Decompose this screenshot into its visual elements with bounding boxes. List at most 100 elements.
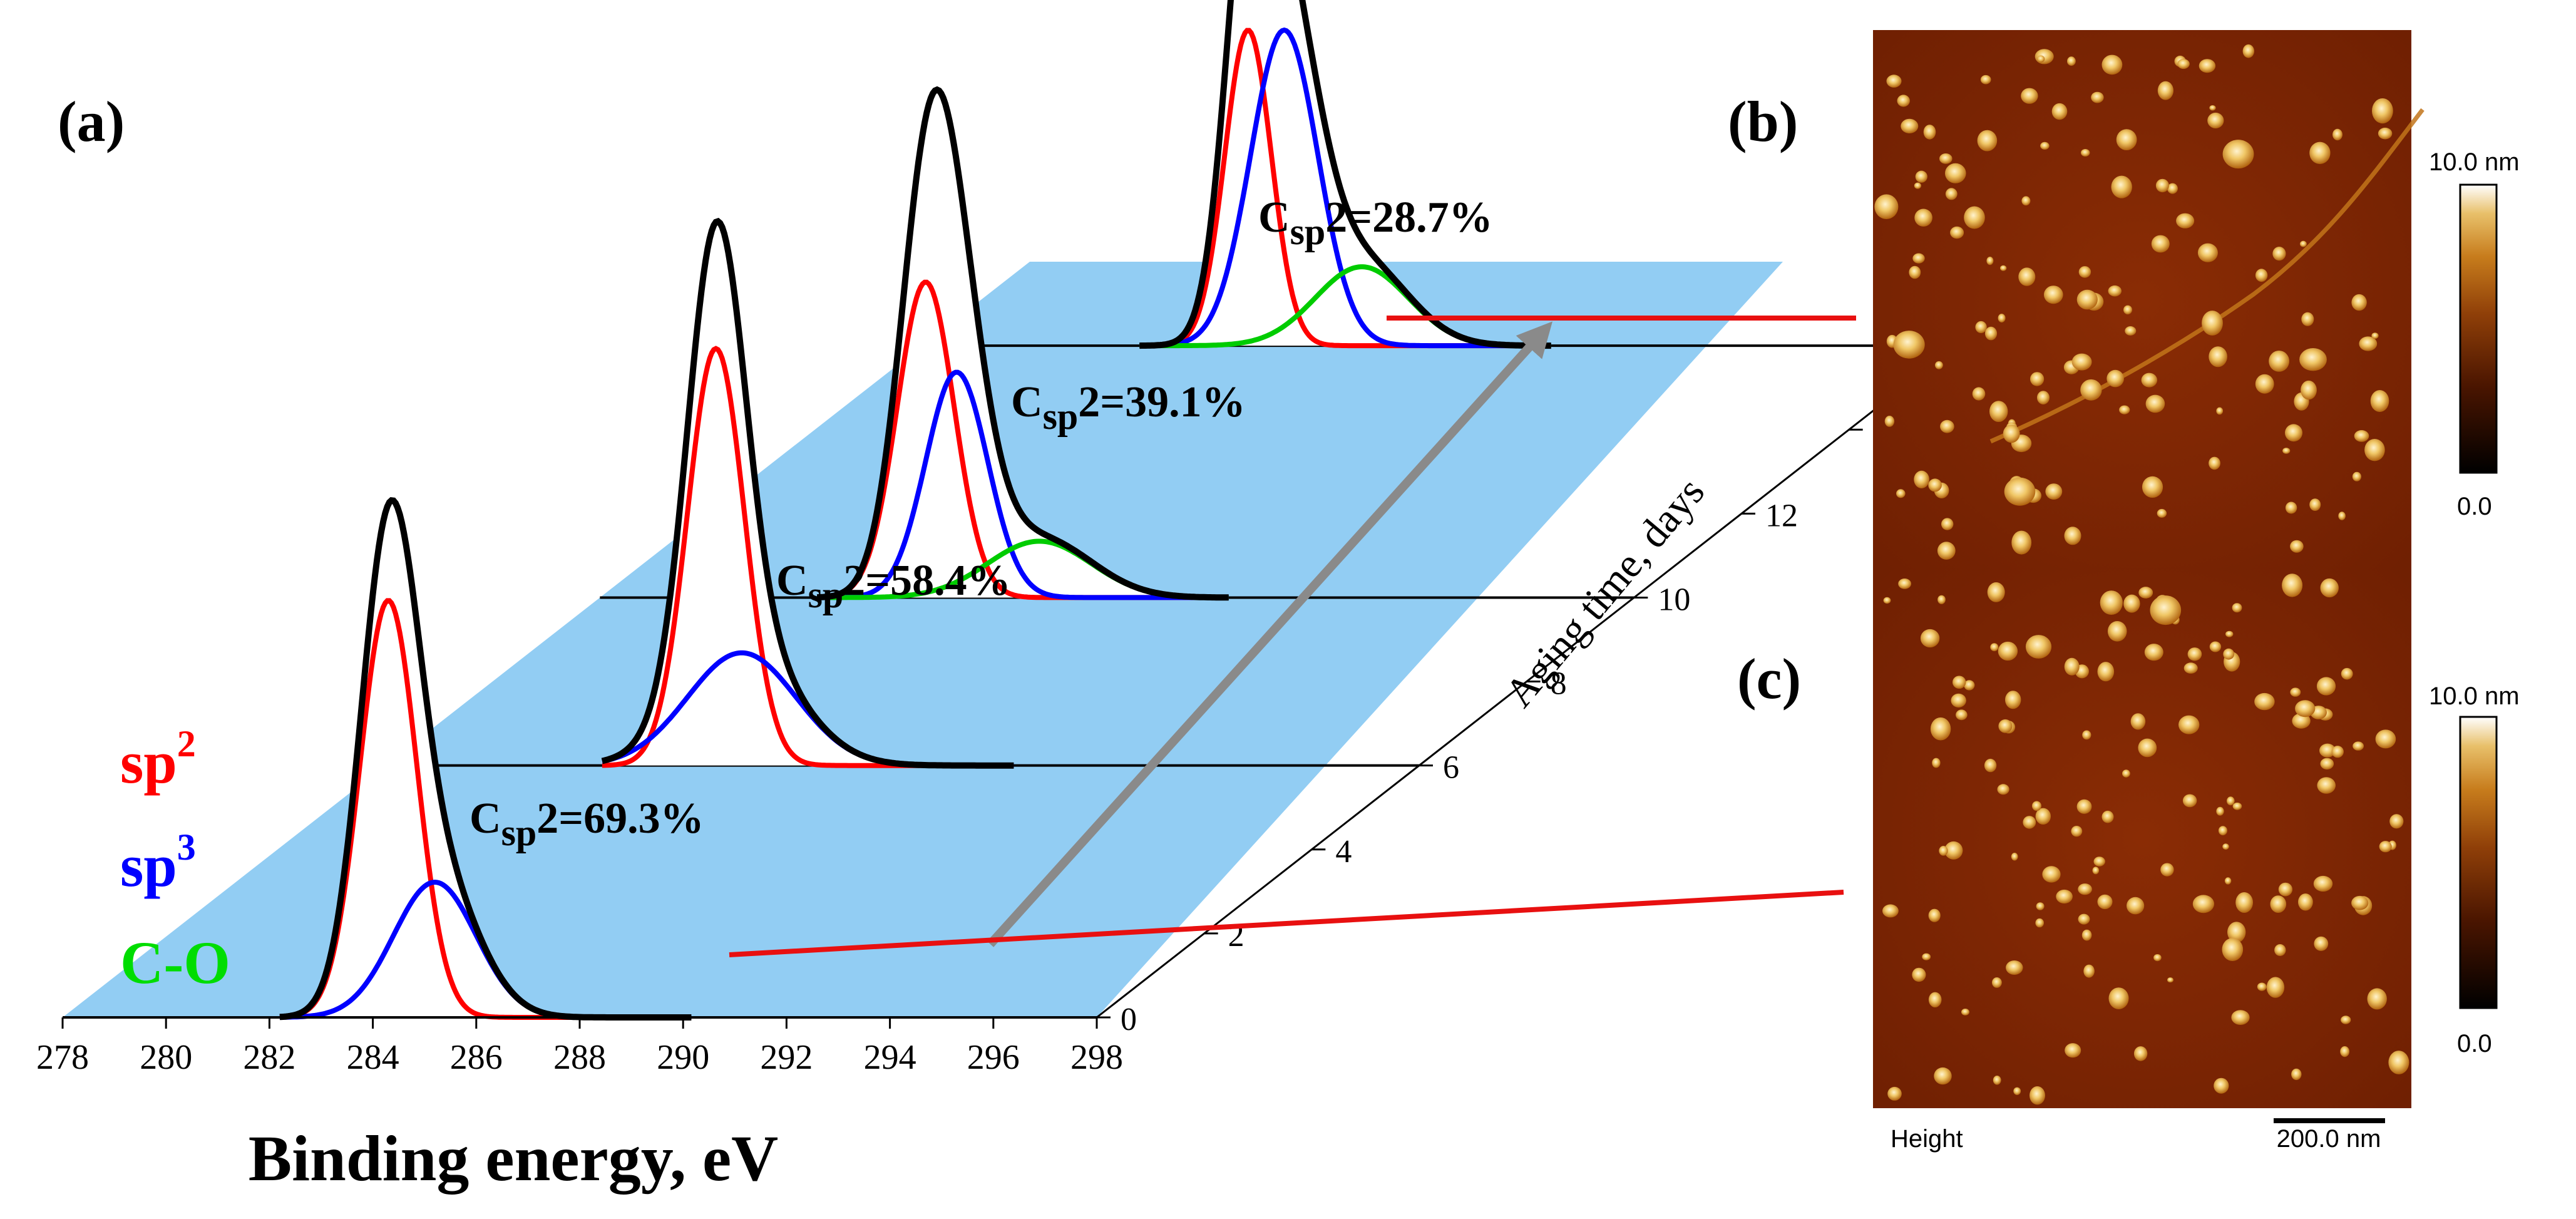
afm-b-particle [2371,332,2379,339]
afm-c-particle [2222,843,2229,850]
afm-c-particle [1898,579,1912,589]
afm-b-particle [2216,407,2224,415]
afm-c-particle [1883,597,1891,604]
spectrum-day-6: Csp2=58.4% [385,217,1419,769]
afm-c-particle [2231,1010,2250,1025]
afm-c-particle [2078,913,2090,925]
afm-b-particle [2157,81,2173,100]
afm-c-particle [1934,1067,1952,1085]
afm-b-particle [2209,456,2220,470]
afm-c-particle [2291,1068,2302,1081]
afm-b-particle [1912,253,1925,264]
afm-b-particle [2145,394,2165,413]
afm-c-particle [2224,877,2232,885]
afm-c-particle [2127,897,2145,915]
x-axis-ticks: 278 280 282 284 286 288 290 292 294 296 298 [36,1017,1123,1077]
x-tick-label-10: 298 [1070,1038,1123,1077]
afm-c-particle [2320,578,2339,598]
afm-b-particle [2111,175,2132,198]
afm-c-particle [2005,691,2021,709]
aging-tick-label-2: 4 [1335,834,1352,870]
afm-c-particle [2316,677,2336,696]
afm-c-particle [2314,936,2329,951]
afm-b-particle [2207,112,2224,129]
scalebar-label: 200.0 nm [2277,1125,2381,1153]
afm-c-particle [2351,895,2369,910]
afm-c-particle [2023,816,2036,829]
afm-channel-label: Height [1891,1125,1963,1153]
afm-c-particle [2167,977,2173,983]
afm-b-particle [2155,178,2169,193]
connector-line-c [729,890,1844,957]
afm-b-particle [2378,127,2393,140]
afm-c-particle [2187,647,2202,661]
afm-b-particle [2301,312,2314,326]
afm-c-particle [2065,1043,2081,1058]
afm-b-particle [1941,518,1954,530]
afm-c-particle [2101,810,2114,823]
afm-b-particle [2209,105,2216,111]
afm-b-particle [1886,75,1902,88]
afm-c-particle [2133,1046,2148,1061]
afm-b-particle [2351,294,2367,311]
afm-c-particle [2278,882,2292,897]
afm-b-particle [2003,424,2020,443]
afm-b-particle [2301,380,2317,400]
afm-c-particle [1920,629,1940,648]
afm-c-particle [2107,621,2127,642]
afm-b-particle [1986,257,1994,265]
afm-c-particle [2340,1046,2350,1057]
afm-b-particle [1915,170,1927,183]
panel-label-a: (a) [58,90,125,153]
x-tick-label-9: 296 [967,1038,1020,1077]
afm-c-particle [1930,717,1951,741]
afm-b-particle [1909,265,1921,279]
afm-b-particle [2372,98,2393,124]
afm-c-particle [1912,967,1926,982]
afm-c-particle [2035,918,2044,928]
afm-b-particle [1914,182,1921,189]
x-tick-label-6: 290 [657,1038,709,1077]
colorbar-c: 10.0 nm 0.0 [2429,682,2520,1057]
afm-b-particle [1884,416,1895,427]
aging-tick-label-4: 8 [1551,666,1567,702]
afm-b-particle [2370,390,2389,412]
afm-c-particle [2227,922,2246,943]
spectrum-fill-day-10 [817,90,1229,598]
afm-b-particle [2142,476,2163,498]
afm-b-particle [2285,501,2297,514]
afm-c-particle [1882,904,1899,918]
afm-c-particle [2150,595,2182,625]
afm-c-particle [2029,1086,2045,1105]
afm-b-particle [2116,129,2137,151]
afm-c-particle [2036,902,2045,910]
afm-b-particle [2040,141,2050,150]
afm-b-particle [1896,489,1906,498]
afm-c-particle [2389,814,2404,829]
afm-b-particle [2064,527,2081,545]
afm-c-particle [2266,977,2285,998]
afm-c-particle [1987,582,2005,602]
afm-b-particle [1893,331,1925,359]
x-tick-label-2: 282 [243,1038,295,1077]
afm-b-particle [1984,326,1998,341]
afm-b-particle [2076,289,2098,310]
afm-image-c [1873,568,2411,1108]
afm-c-particle [2071,826,2083,837]
afm-b-particle [2091,91,2104,103]
afm-c-particle [2341,667,2353,680]
afm-b-particle [2051,103,2068,120]
afm-c-particle [2064,657,2080,676]
afm-c-particle [1992,977,2002,988]
afm-c-particle [2270,895,2287,913]
aging-tick-label-6: 12 [1765,498,1798,533]
envelope-day-10 [816,86,1229,601]
afm-c-particle [2092,867,2100,875]
afm-b-particle [2141,373,2157,388]
afm-b-particle [2151,235,2170,253]
afm-c-particle [2122,769,2130,778]
afm-b-particle [2202,311,2223,336]
afm-b-particle [2309,498,2321,511]
afm-c-particle [2082,730,2091,740]
afm-b-particle [2037,391,2050,404]
